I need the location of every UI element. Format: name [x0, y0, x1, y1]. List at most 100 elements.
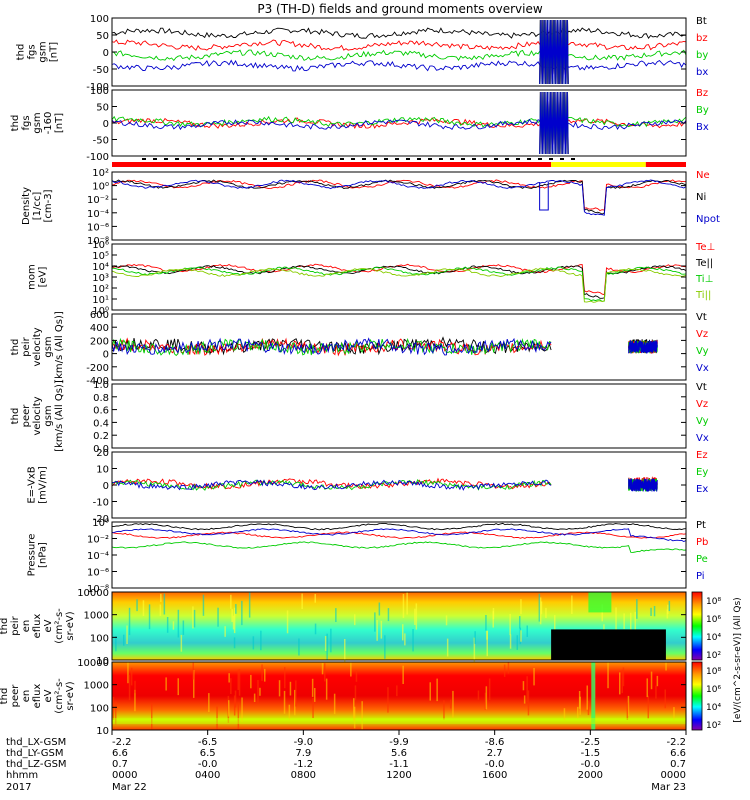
spectrogram-texture — [326, 633, 328, 661]
ytick-label: -200 — [86, 363, 109, 374]
xaxis-row-label: hhmm — [6, 770, 38, 781]
colorbar-tick-label: 10² — [706, 651, 721, 661]
legend-bt: Bt — [696, 16, 707, 27]
series-line-ne — [111, 179, 687, 212]
xtick-hhmm: 0800 — [291, 770, 316, 781]
spectrogram-texture — [112, 696, 115, 720]
spectrogram-texture — [646, 678, 648, 698]
mode-bar — [112, 158, 686, 167]
ytick-label: 10³ — [92, 273, 109, 284]
ytick-label: 10⁴ — [92, 262, 109, 273]
xtick-ly: 6.6 — [670, 748, 686, 759]
spectrogram-texture — [519, 616, 521, 629]
figure-title: P3 (TH-D) fields and ground moments over… — [257, 2, 542, 16]
ytick-label: 100 — [90, 703, 109, 714]
spectrogram-texture — [232, 615, 235, 630]
spectrogram-texture — [380, 620, 383, 639]
mode-bar-tick — [164, 158, 168, 160]
spectrogram-texture — [376, 620, 378, 641]
spectrogram-texture — [233, 637, 236, 649]
mode-bar-tick — [560, 158, 564, 160]
ytick-label: 100 — [90, 86, 109, 97]
xtick-ly: 7.9 — [295, 748, 311, 759]
legend-te: Te|| — [695, 258, 713, 269]
legend-ez: Ez — [696, 450, 708, 461]
xtick-lx: -2.5 — [581, 737, 601, 748]
y-axis-label: Density[1/cc][cm-3] — [21, 187, 54, 225]
series-line-tail-vx — [628, 339, 658, 354]
spectrogram-texture — [321, 663, 324, 675]
colorbar-tick-label: 10⁶ — [706, 685, 721, 695]
spectrogram-texture — [586, 685, 588, 710]
ytick-label: -100 — [86, 152, 109, 163]
ytick-label: 10000 — [77, 588, 109, 599]
panel-frame — [111, 17, 687, 87]
spectrogram-texture — [485, 686, 488, 710]
ytick-label: -10 — [93, 498, 109, 509]
colorbar-fill — [691, 591, 703, 661]
mode-bar-tick — [175, 158, 179, 160]
legend-vt: Vt — [696, 312, 707, 323]
series-line-npot-gap — [539, 182, 549, 211]
xtick-hhmm: 0000 — [661, 770, 686, 781]
y-axis-label: thdpeirvelocitygsm[km/s (All Qs)] — [10, 311, 65, 383]
panel-10: 10000 1000 100 10 thdpeerenefluxeV(cm²-s-sr-… — [0, 658, 687, 737]
spectrogram-texture — [115, 701, 117, 725]
spectrogram-texture — [259, 687, 261, 696]
panel-frame — [111, 313, 687, 381]
xtick-lz: -0.0 — [198, 759, 218, 770]
mode-bar-tick — [153, 158, 157, 160]
spectrogram-texture — [289, 681, 292, 696]
spectrogram-texture — [630, 612, 632, 638]
xtick-lz: -0.0 — [581, 759, 601, 770]
spectrogram-texture — [354, 685, 357, 701]
ytick-label: 10 — [96, 656, 109, 667]
xtick-lz: 0.7 — [112, 759, 128, 770]
xtick-date: Mar 23 — [651, 782, 686, 793]
spectrogram-texture — [492, 611, 494, 628]
spectrogram-texture — [177, 678, 179, 696]
panel-6: 1.0 0.8 0.60.4 0.2 0.0 thdpeervelocitygsm[km/… — [10, 380, 709, 455]
legend-bx: Bx — [696, 122, 709, 133]
legend-by: by — [696, 50, 708, 61]
spectrogram-texture — [165, 677, 167, 691]
mode-bar-tick — [208, 158, 212, 160]
mode-bar-tick — [362, 158, 366, 160]
spectrogram-texture — [134, 689, 136, 712]
spectrogram-texture — [172, 621, 175, 630]
spectrogram-texture — [384, 635, 386, 659]
ytick-label: 0.4 — [93, 418, 109, 429]
y-axis-label: thdpeervelocitygsm[km/s (All Qs)] — [10, 380, 65, 452]
panel-1: 100 50 0 -50 -100 thdfgsgsm[nT] Bt bz by bx — [16, 14, 709, 93]
spectrogram-texture — [233, 695, 236, 716]
ytick-label: 600 — [90, 310, 109, 321]
spectrogram-texture — [115, 636, 117, 652]
series-line-te — [111, 263, 687, 296]
colorbars: 10⁸ 10⁶ 10⁴ 10² 10⁸ 10⁶ 10⁴ 10² [eV/(cm^2-s-sr-e… — [691, 591, 743, 731]
ytick-label: 1.0 — [93, 380, 109, 391]
panel-7: 20 10 0 -10 -20 E=-VxB[mV/m] Ez Ey Ex — [27, 448, 709, 525]
panel-frame — [111, 451, 687, 519]
spectrogram-texture — [238, 669, 241, 696]
series-line-ti — [111, 266, 687, 302]
mode-bar-tick — [230, 158, 234, 160]
mode-bar-tick — [197, 158, 201, 160]
series-line-bz — [111, 117, 687, 129]
spectrogram-gap — [551, 629, 666, 660]
spectrogram-texture — [312, 697, 314, 718]
spectrogram-texture — [540, 601, 543, 615]
spectrogram-texture — [374, 612, 376, 632]
series-line-ni — [111, 179, 687, 215]
spectrogram-texture — [627, 695, 630, 716]
ytick-label: 10⁰ — [92, 306, 109, 317]
spectrogram-texture — [353, 698, 355, 722]
spectrogram-texture — [180, 634, 183, 652]
ytick-label: 10⁻⁸ — [87, 584, 109, 595]
spectrogram-texture — [314, 688, 316, 702]
series-line-pe — [111, 541, 687, 553]
mode-bar-tick — [307, 158, 311, 160]
spectrogram-texture — [208, 693, 210, 712]
legend-ti: Ti|| — [695, 290, 711, 301]
